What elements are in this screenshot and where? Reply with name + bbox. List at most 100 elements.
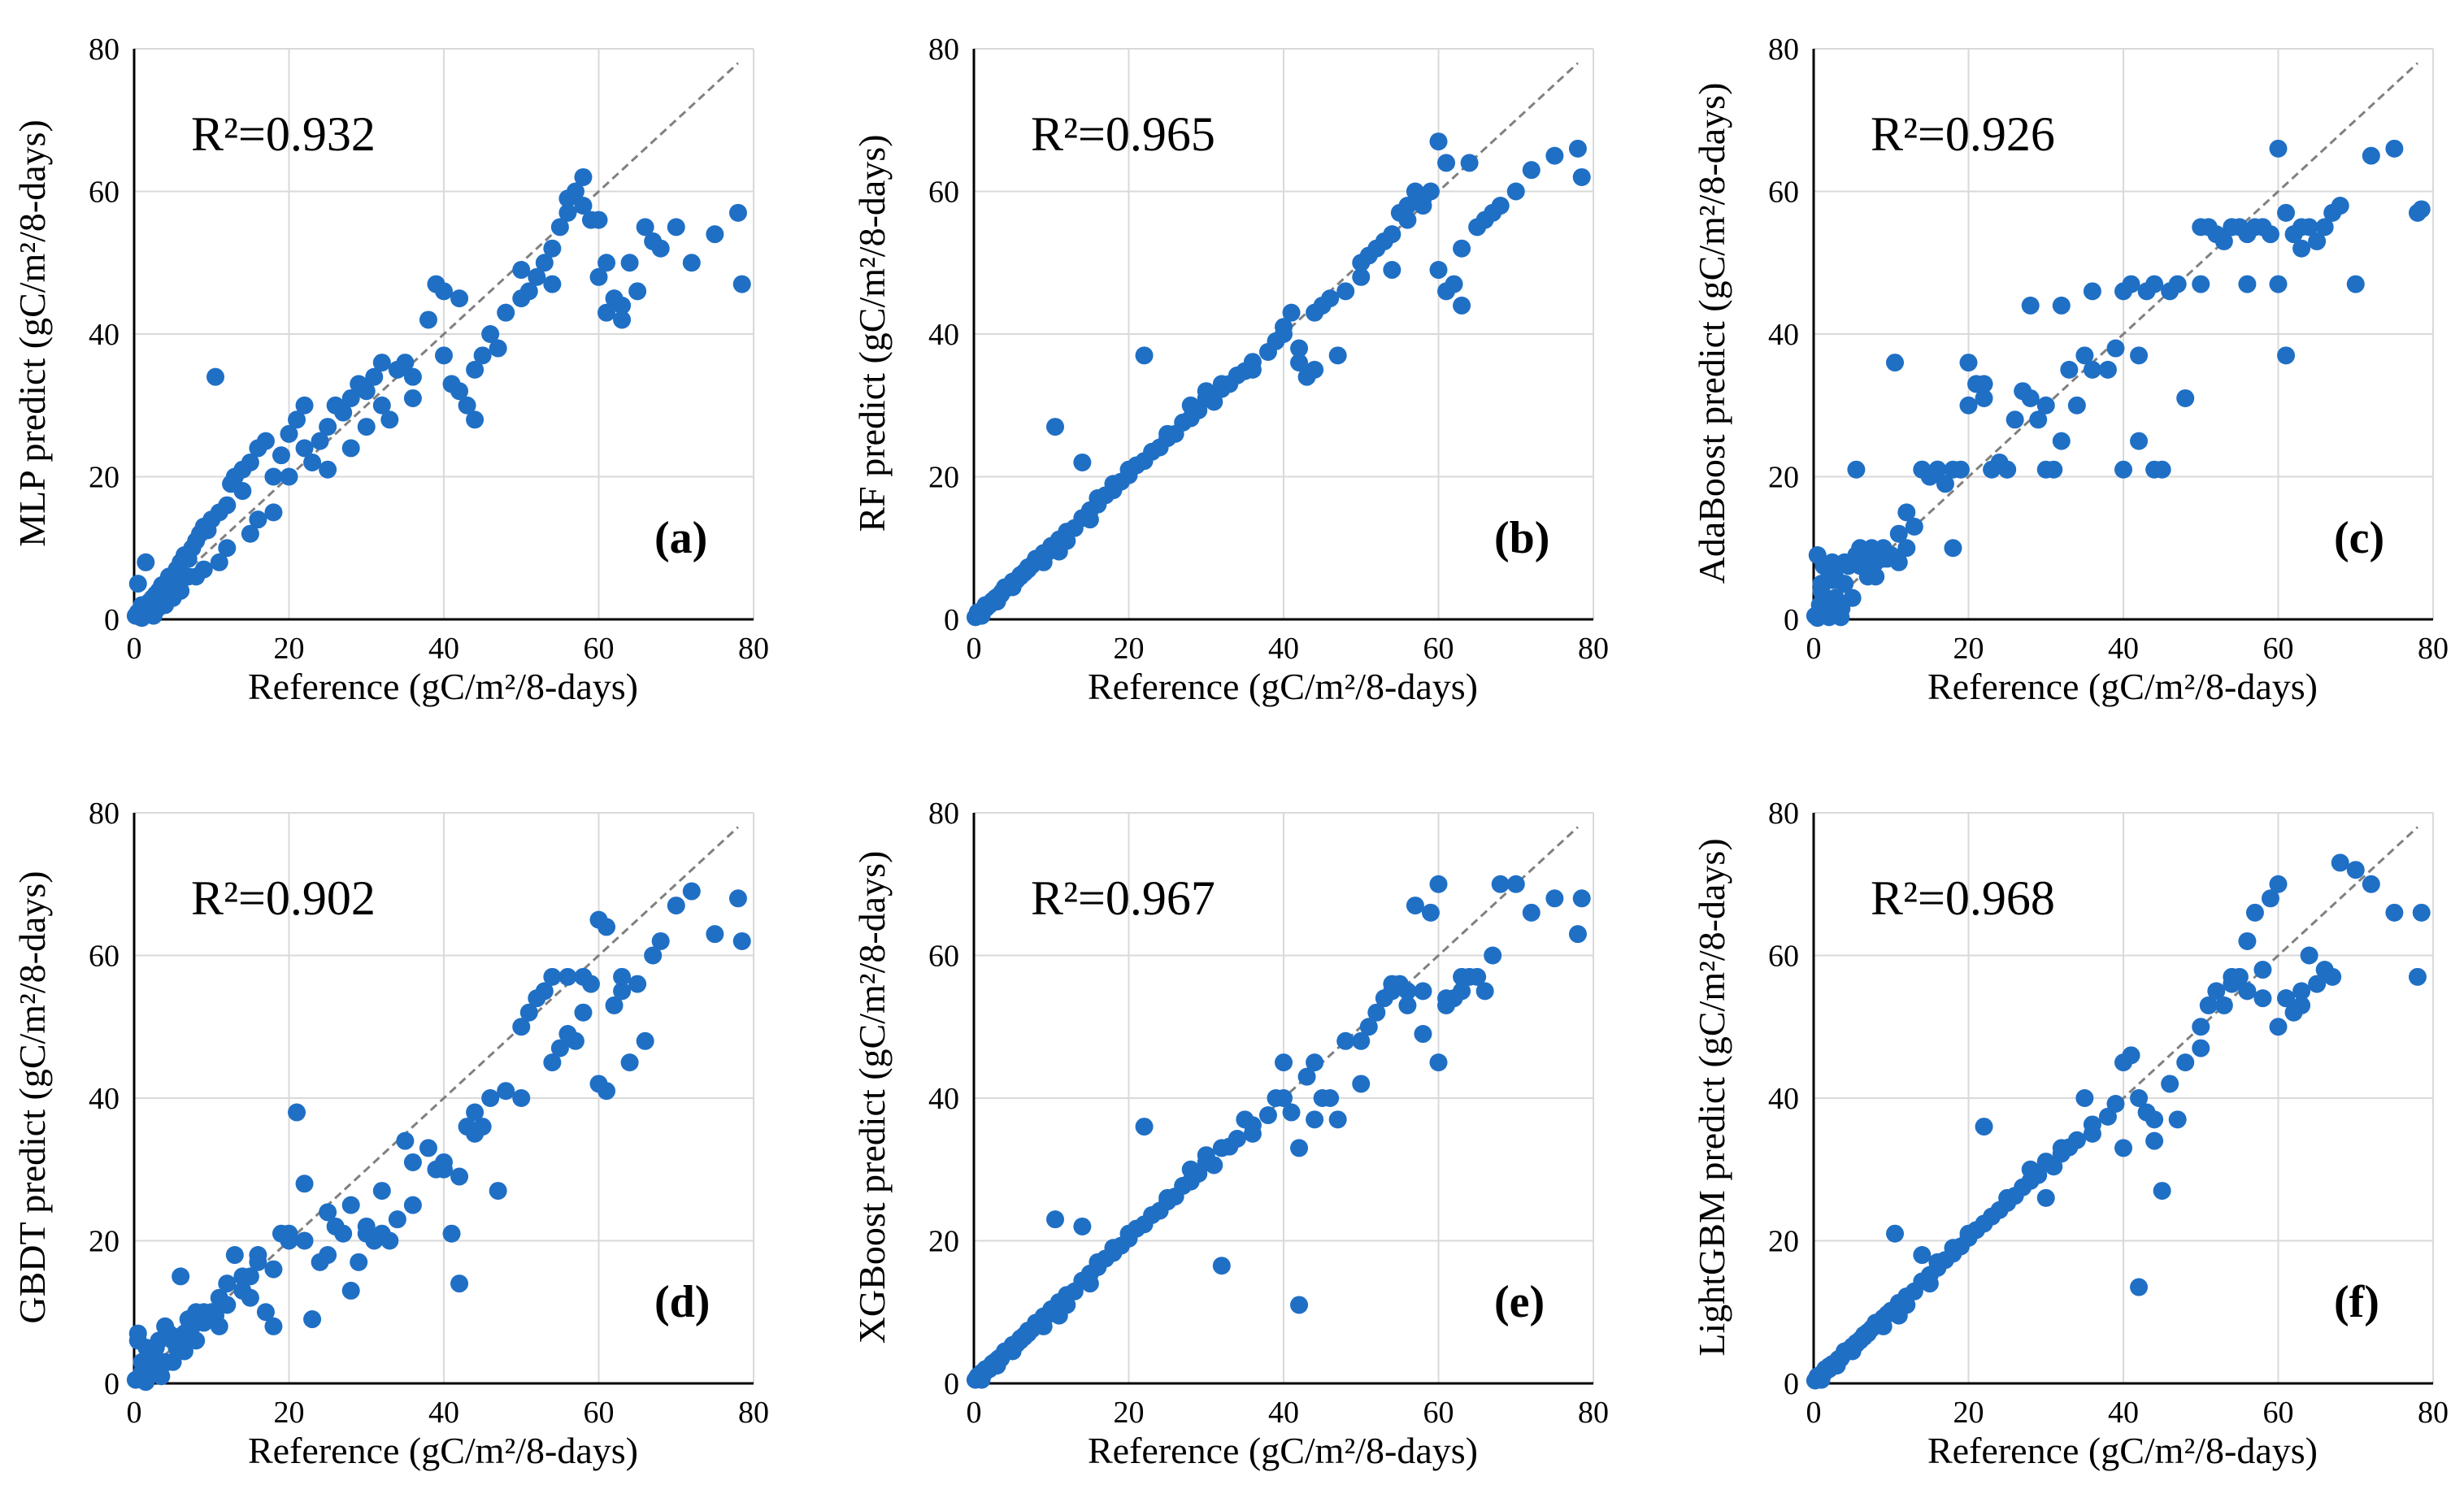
data-point [1414, 197, 1432, 215]
data-point [435, 346, 453, 365]
data-point [303, 1310, 322, 1329]
data-point [598, 303, 616, 322]
x-axis-label: Reference (gC/m²/8-days) [1088, 666, 1478, 707]
x-tick-label: 0 [127, 632, 142, 666]
data-point [1015, 563, 1033, 582]
data-point [543, 1053, 562, 1072]
data-point [403, 1196, 422, 1214]
data-point [2292, 982, 2311, 1001]
data-point [1429, 132, 1448, 151]
x-tick-label: 60 [1423, 1396, 1454, 1430]
data-point [380, 410, 399, 429]
data-point [466, 1103, 485, 1122]
data-point [450, 289, 469, 308]
data-point [528, 267, 546, 286]
x-tick-label: 20 [1114, 1396, 1145, 1430]
data-point [295, 396, 314, 415]
tick-labels: 0 20 40 60 80 0 20 40 60 80 [928, 33, 1609, 666]
data-point [2277, 989, 2296, 1008]
axes [1812, 49, 2433, 621]
data-point [396, 354, 415, 372]
y-tick-label: 80 [1768, 797, 1799, 831]
data-point [558, 189, 577, 208]
data-point [558, 203, 577, 222]
data-point [1572, 167, 1591, 186]
data-point [1058, 532, 1076, 550]
data-point [280, 424, 298, 443]
data-point [1421, 903, 1440, 922]
tick-labels: 0 20 40 60 80 0 20 40 60 80 [1768, 33, 2449, 666]
data-point [1290, 1296, 1309, 1314]
data-point [218, 1274, 237, 1293]
data-point [175, 1342, 193, 1361]
data-points [126, 882, 751, 1392]
data-point [2331, 853, 2349, 872]
data-point [732, 931, 751, 950]
data-point [2346, 861, 2365, 879]
data-point [1212, 1257, 1231, 1275]
data-point [264, 467, 283, 486]
data-point [144, 1342, 163, 1361]
y-tick-label: 80 [1768, 33, 1799, 67]
data-point [605, 996, 624, 1014]
data-point [1015, 1327, 1033, 1346]
r2-annotation: R²=0.902 [191, 871, 376, 925]
x-tick-label: 40 [428, 632, 459, 666]
data-point [1858, 567, 1877, 586]
data-point [1046, 418, 1065, 436]
data-point [574, 197, 593, 215]
data-point [2261, 889, 2279, 908]
x-tick-label: 40 [1268, 632, 1299, 666]
panel-b: 0 20 40 60 80 0 20 40 60 80 R²=0.965 (b) Referenc… [851, 33, 1609, 707]
data-point [334, 1224, 353, 1243]
x-tick-label: 40 [428, 1396, 459, 1430]
data-point [264, 1260, 283, 1279]
data-point [1352, 267, 1371, 286]
data-point [706, 925, 724, 944]
data-point [1275, 1089, 1293, 1107]
data-point [280, 1231, 298, 1250]
panel-e: 0 20 40 60 80 0 20 40 60 80 R²=0.967 (e) Referenc… [851, 797, 1609, 1471]
data-point [2192, 1039, 2210, 1057]
data-point [1522, 903, 1541, 922]
data-point [1453, 239, 1471, 258]
y-axis-label: RF predict (gC/m²/8-days) [851, 134, 893, 532]
x-tick-label: 20 [274, 632, 305, 666]
y-tick-label: 40 [1768, 318, 1799, 352]
x-tick-label: 40 [2108, 1396, 2139, 1430]
x-tick-label: 20 [1953, 632, 1984, 666]
y-tick-label: 0 [104, 1367, 120, 1401]
data-point [249, 510, 267, 529]
data-point [419, 310, 437, 329]
data-point [2300, 218, 2318, 237]
data-point [1445, 275, 1463, 293]
data-point [651, 931, 670, 950]
data-point [497, 303, 515, 322]
data-point [1913, 460, 1932, 479]
data-points [1806, 853, 2431, 1390]
data-point [1545, 146, 1564, 165]
data-point [1328, 346, 1347, 365]
data-point [473, 346, 492, 365]
x-tick-label: 60 [584, 632, 615, 666]
data-point [1181, 1160, 1200, 1179]
x-axis-label: Reference (gC/m²/8-days) [1927, 666, 2318, 707]
r2-annotation: R²=0.926 [1871, 107, 2055, 161]
data-point [1897, 503, 1916, 522]
y-tick-label: 40 [89, 1082, 120, 1116]
data-point [1089, 1253, 1107, 1271]
data-point [1228, 1130, 1246, 1148]
data-point [450, 382, 469, 401]
data-point [2122, 275, 2140, 293]
data-point [2315, 218, 2334, 237]
data-point [598, 1082, 616, 1101]
data-point [1913, 1246, 1932, 1265]
y-tick-label: 60 [89, 176, 120, 210]
data-point [210, 553, 228, 571]
data-point [1854, 1327, 1873, 1346]
data-point [152, 596, 171, 614]
data-point [2098, 1107, 2117, 1126]
data-point [574, 1003, 593, 1022]
data-points [966, 132, 1591, 627]
data-point [2130, 1089, 2149, 1107]
